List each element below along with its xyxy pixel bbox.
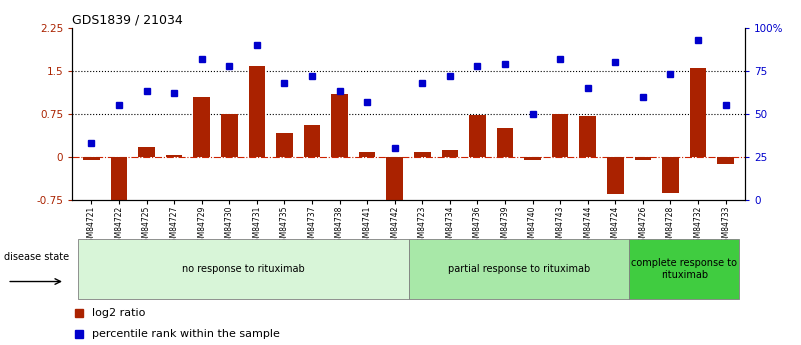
Bar — [276, 133, 292, 157]
Bar — [139, 147, 155, 157]
Bar — [193, 97, 210, 157]
Text: disease state: disease state — [4, 252, 69, 262]
Text: no response to rituximab: no response to rituximab — [182, 264, 304, 274]
Bar — [662, 157, 678, 193]
Bar — [83, 157, 99, 160]
Bar — [552, 114, 569, 157]
Bar — [579, 116, 596, 157]
Bar — [332, 94, 348, 157]
Bar — [414, 152, 431, 157]
Bar — [166, 155, 183, 157]
Text: GDS1839 / 21034: GDS1839 / 21034 — [72, 13, 183, 27]
Bar — [78, 239, 409, 299]
Text: log2 ratio: log2 ratio — [92, 308, 146, 318]
Bar — [607, 157, 624, 194]
Text: complete response to
rituximab: complete response to rituximab — [631, 258, 737, 280]
Bar — [497, 128, 513, 157]
Bar — [469, 115, 485, 157]
Text: percentile rank within the sample: percentile rank within the sample — [92, 329, 280, 339]
Bar — [718, 157, 734, 164]
Bar — [409, 239, 629, 299]
Bar — [634, 157, 651, 160]
Bar — [304, 125, 320, 157]
Bar — [441, 150, 458, 157]
Bar — [629, 239, 739, 299]
Bar — [221, 114, 238, 157]
Bar — [248, 66, 265, 157]
Bar — [690, 68, 706, 157]
Bar — [386, 157, 403, 208]
Bar — [525, 157, 541, 160]
Bar — [111, 157, 127, 204]
Bar — [359, 152, 376, 157]
Text: partial response to rituximab: partial response to rituximab — [448, 264, 590, 274]
